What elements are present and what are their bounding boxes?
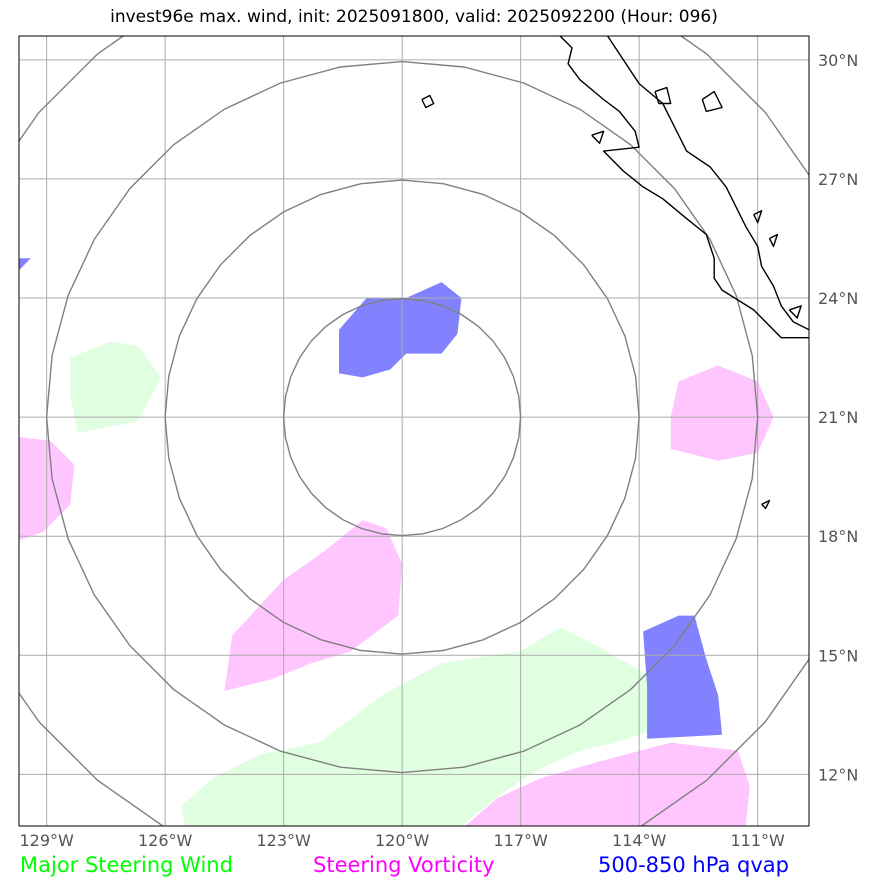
lon-tick-label: 117°W bbox=[493, 831, 548, 850]
steering-wind-area bbox=[180, 627, 663, 826]
lat-tick-label: 30°N bbox=[818, 51, 858, 70]
coastline bbox=[559, 36, 809, 339]
qvap-area bbox=[643, 615, 723, 739]
lon-tick-label: 111°W bbox=[730, 831, 785, 850]
coastline bbox=[607, 36, 809, 331]
lon-tick-label: 120°W bbox=[375, 831, 430, 850]
coastline bbox=[654, 86, 672, 105]
steering-vorticity-area bbox=[465, 742, 750, 826]
coastlines bbox=[421, 36, 809, 510]
lat-tick-label: 21°N bbox=[818, 408, 858, 427]
lat-tick-label: 12°N bbox=[818, 765, 858, 784]
legend-qvap: 500-850 hPa qvap bbox=[598, 853, 789, 877]
lat-tick-label: 27°N bbox=[818, 170, 858, 189]
map-title: invest96e max. wind, init: 2025091800, v… bbox=[110, 7, 718, 27]
legend-steering-wind: Major Steering Wind bbox=[20, 853, 233, 877]
range-ring bbox=[282, 297, 522, 537]
lon-tick-label: 123°W bbox=[256, 831, 311, 850]
lon-tick-label: 114°W bbox=[612, 831, 667, 850]
steering-wind-area bbox=[70, 341, 162, 433]
graticule bbox=[19, 36, 809, 826]
lon-tick-label: 129°W bbox=[19, 831, 74, 850]
map-frame bbox=[18, 35, 810, 827]
qvap-layer bbox=[19, 258, 723, 739]
coastline bbox=[701, 90, 723, 113]
lat-tick-label: 24°N bbox=[818, 289, 858, 308]
lon-tick-label: 126°W bbox=[138, 831, 193, 850]
steering-vorticity-area bbox=[224, 520, 403, 691]
legend-steering-vorticity: Steering Vorticity bbox=[313, 853, 495, 877]
lat-tick-label: 15°N bbox=[818, 646, 858, 665]
qvap-area bbox=[19, 258, 31, 271]
coastline bbox=[753, 209, 763, 224]
coastline bbox=[761, 499, 771, 510]
coastline bbox=[768, 233, 779, 248]
lat-tick-label: 18°N bbox=[818, 527, 858, 546]
axis-ticks: 129°W 126°W 123°W 120°W 117°W 114°W 111°W 12°N 1… bbox=[19, 51, 858, 850]
coastline bbox=[788, 305, 802, 319]
qvap-area bbox=[339, 282, 462, 378]
coastline bbox=[591, 130, 605, 144]
steering-vorticity-layer bbox=[19, 365, 774, 826]
range-ring bbox=[45, 60, 759, 774]
range-ring bbox=[164, 179, 640, 655]
steering-wind-layer bbox=[70, 341, 663, 826]
steering-vorticity-area bbox=[670, 365, 774, 461]
coastline bbox=[421, 94, 435, 109]
